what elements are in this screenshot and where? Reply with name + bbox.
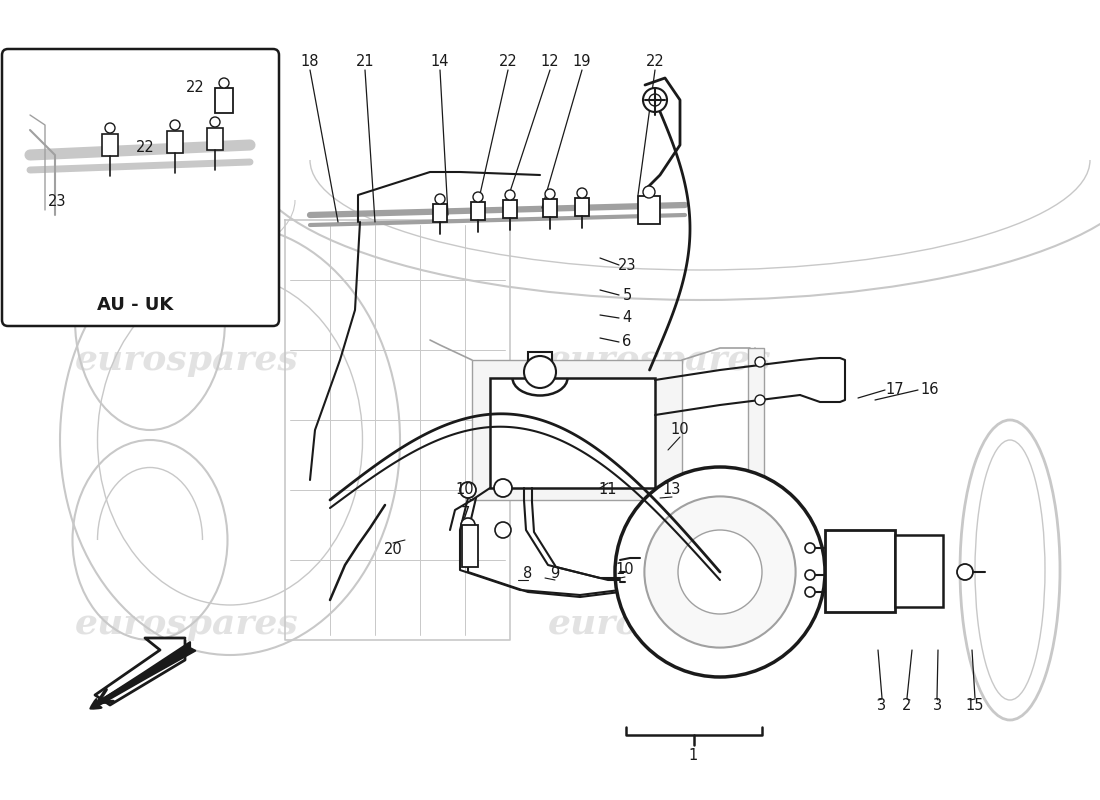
Bar xyxy=(638,196,660,224)
Text: eurospares: eurospares xyxy=(75,343,299,377)
Circle shape xyxy=(210,117,220,127)
Circle shape xyxy=(957,564,974,580)
Circle shape xyxy=(473,192,483,202)
Text: 16: 16 xyxy=(921,382,939,398)
Text: 3: 3 xyxy=(878,698,887,714)
Text: 19: 19 xyxy=(573,54,592,70)
Bar xyxy=(503,200,517,218)
Text: 22: 22 xyxy=(498,54,517,70)
Text: 1: 1 xyxy=(689,747,697,762)
Circle shape xyxy=(460,482,476,498)
Text: 5: 5 xyxy=(623,287,631,302)
Bar xyxy=(462,525,478,567)
Bar xyxy=(543,199,557,217)
Circle shape xyxy=(755,357,764,367)
Text: 15: 15 xyxy=(966,698,984,714)
Circle shape xyxy=(805,543,815,553)
Text: 10: 10 xyxy=(671,422,690,438)
Circle shape xyxy=(678,530,762,614)
Bar xyxy=(895,535,943,607)
Text: 3: 3 xyxy=(933,698,942,714)
Text: eurospares: eurospares xyxy=(548,607,772,641)
Circle shape xyxy=(219,78,229,88)
Text: 4: 4 xyxy=(623,310,631,326)
Circle shape xyxy=(524,356,556,388)
Text: 10: 10 xyxy=(616,562,635,578)
Bar xyxy=(102,134,118,156)
Bar xyxy=(167,131,183,153)
Circle shape xyxy=(495,522,512,538)
Text: 13: 13 xyxy=(663,482,681,498)
Text: 14: 14 xyxy=(431,54,449,70)
Text: 11: 11 xyxy=(598,482,617,498)
Circle shape xyxy=(434,194,446,204)
Bar xyxy=(575,198,589,216)
Circle shape xyxy=(544,189,556,199)
Text: eurospares: eurospares xyxy=(548,343,772,377)
Text: 2: 2 xyxy=(902,698,912,714)
Text: 10: 10 xyxy=(455,482,474,498)
Circle shape xyxy=(494,479,512,497)
Circle shape xyxy=(104,123,116,133)
Circle shape xyxy=(505,190,515,200)
Bar xyxy=(471,202,485,220)
Text: 18: 18 xyxy=(300,54,319,70)
Bar xyxy=(207,128,223,150)
Circle shape xyxy=(461,518,475,532)
Text: 21: 21 xyxy=(355,54,374,70)
Text: 23: 23 xyxy=(618,258,636,273)
Text: 12: 12 xyxy=(541,54,559,70)
Circle shape xyxy=(805,570,815,580)
Circle shape xyxy=(805,587,815,597)
Bar xyxy=(214,88,233,113)
Bar xyxy=(433,204,447,222)
Bar xyxy=(528,352,552,380)
Text: 22: 22 xyxy=(186,81,205,95)
Circle shape xyxy=(615,467,825,677)
Circle shape xyxy=(755,395,764,405)
Text: 6: 6 xyxy=(623,334,631,350)
Circle shape xyxy=(645,496,795,648)
Text: 20: 20 xyxy=(384,542,403,558)
Circle shape xyxy=(644,88,667,112)
Text: 22: 22 xyxy=(135,141,154,155)
Circle shape xyxy=(649,94,661,106)
Bar xyxy=(472,360,682,500)
Text: AU - UK: AU - UK xyxy=(97,296,173,314)
Text: 22: 22 xyxy=(646,54,664,70)
Circle shape xyxy=(578,188,587,198)
Bar xyxy=(825,530,895,612)
Text: 9: 9 xyxy=(550,566,560,581)
Circle shape xyxy=(170,120,180,130)
Bar xyxy=(748,348,764,490)
Text: 23: 23 xyxy=(47,194,66,210)
Text: eurospares: eurospares xyxy=(75,607,299,641)
Text: 7: 7 xyxy=(460,506,470,521)
Circle shape xyxy=(644,186,654,198)
Bar xyxy=(490,378,654,488)
FancyBboxPatch shape xyxy=(2,49,279,326)
Text: 8: 8 xyxy=(524,566,532,581)
Text: 17: 17 xyxy=(886,382,904,398)
Polygon shape xyxy=(95,638,185,705)
